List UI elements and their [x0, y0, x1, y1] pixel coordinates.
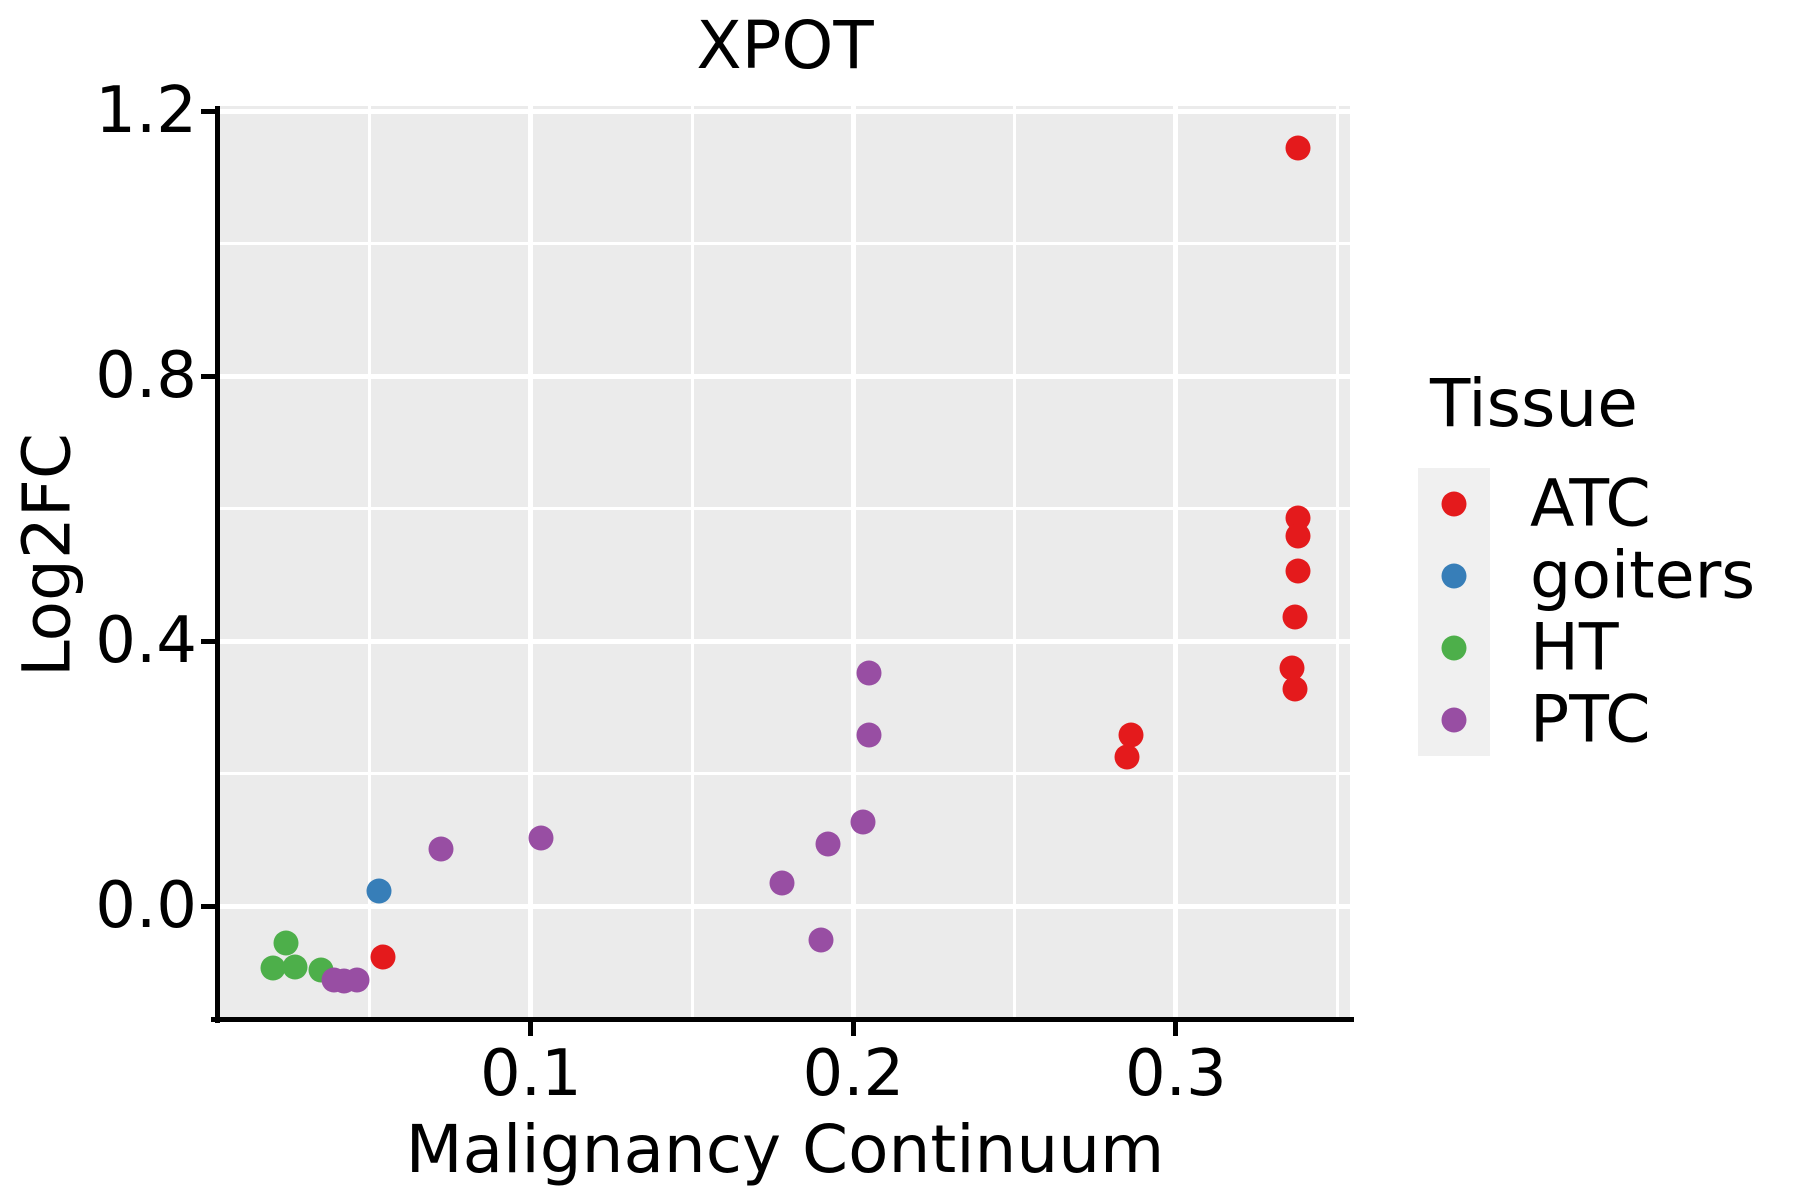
- y-tick-mark: [201, 108, 215, 114]
- data-point-ATC: [1282, 676, 1308, 702]
- legend-dot-goiters: [1441, 563, 1467, 589]
- x-major-gridline: [528, 106, 534, 1017]
- data-point-ATC: [1279, 655, 1305, 681]
- x-tick-mark: [528, 1022, 534, 1036]
- x-minor-gridline: [368, 106, 372, 1017]
- y-minor-gridline: [220, 772, 1350, 776]
- legend-dot-ATC: [1441, 491, 1467, 517]
- y-tick-label: 1.2: [95, 74, 197, 149]
- y-major-gridline: [220, 108, 1350, 114]
- data-point-ATC: [1114, 744, 1140, 770]
- data-point-PTC: [856, 722, 882, 748]
- y-minor-gridline: [220, 507, 1350, 511]
- x-tick-label: 0.3: [1124, 1037, 1227, 1111]
- legend-key-goiters: [1418, 540, 1490, 612]
- x-axis-line: [211, 1017, 1354, 1022]
- x-minor-gridline: [1013, 106, 1017, 1017]
- legend-title: Tissue: [1430, 365, 1638, 442]
- y-tick-label: 0.0: [95, 869, 197, 943]
- data-point-PTC: [815, 831, 841, 857]
- legend-dot-PTC: [1441, 707, 1467, 733]
- legend-key-ATC: [1418, 468, 1490, 540]
- y-tick-mark: [201, 903, 215, 909]
- y-tick-label: 0.8: [95, 339, 197, 414]
- plot-panel: [220, 106, 1350, 1017]
- data-point-HT: [273, 930, 299, 956]
- x-tick-mark: [850, 1022, 856, 1036]
- legend-label-HT: HT: [1530, 610, 1619, 686]
- x-minor-gridline: [690, 106, 694, 1017]
- y-major-gridline: [220, 638, 1350, 644]
- x-major-gridline: [850, 106, 856, 1017]
- y-tick-mark: [201, 638, 215, 644]
- data-point-ATC: [1282, 604, 1308, 630]
- y-minor-gridline: [220, 242, 1350, 246]
- legend-label-goiters: goiters: [1530, 538, 1756, 614]
- data-point-ATC: [1118, 722, 1144, 748]
- data-point-PTC: [808, 927, 834, 953]
- data-point-PTC: [428, 836, 454, 862]
- x-tick-label: 0.2: [802, 1037, 905, 1111]
- y-major-gridline: [220, 903, 1350, 909]
- legend-key-HT: [1418, 612, 1490, 684]
- y-axis-line: [215, 106, 220, 1023]
- legend-dot-HT: [1441, 635, 1467, 661]
- y-tick-mark: [201, 373, 215, 379]
- x-axis-title: Malignancy Continuum: [405, 1111, 1165, 1188]
- data-point-PTC: [850, 809, 876, 835]
- data-point-PTC: [528, 825, 554, 851]
- x-major-gridline: [1173, 106, 1179, 1017]
- data-point-goiters: [366, 878, 392, 904]
- legend-label-ATC: ATC: [1530, 466, 1651, 542]
- data-point-ATC: [1285, 558, 1311, 584]
- x-tick-mark: [1173, 1022, 1179, 1036]
- data-point-ATC: [370, 944, 396, 970]
- legend-label-PTC: PTC: [1530, 682, 1651, 758]
- data-point-HT: [260, 955, 286, 981]
- y-tick-label: 0.4: [95, 604, 197, 679]
- data-point-ATC: [1285, 523, 1311, 549]
- data-point-HT: [282, 954, 308, 980]
- y-major-gridline: [220, 373, 1350, 379]
- data-point-ATC: [1285, 135, 1311, 161]
- y-axis-title: Log2FC: [8, 433, 86, 677]
- plot-title: XPOT: [696, 7, 874, 84]
- x-minor-gridline: [1335, 106, 1339, 1017]
- data-point-PTC: [769, 870, 795, 896]
- data-point-PTC: [856, 660, 882, 686]
- data-point-PTC: [344, 967, 370, 993]
- x-tick-label: 0.1: [479, 1037, 582, 1111]
- legend-key-PTC: [1418, 684, 1490, 756]
